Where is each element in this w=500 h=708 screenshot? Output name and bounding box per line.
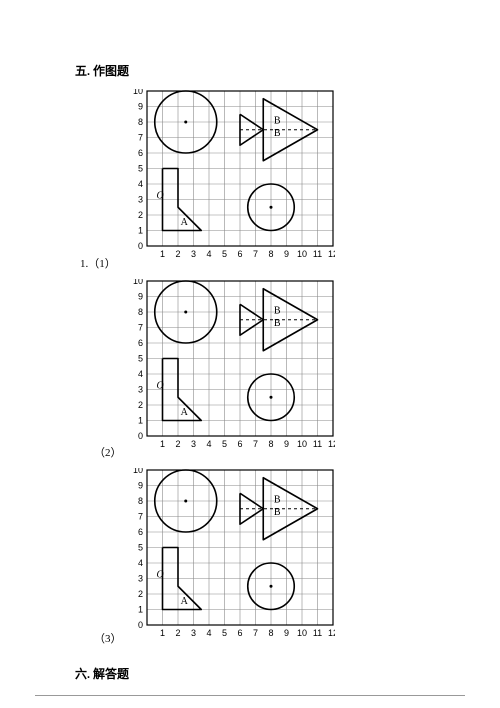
svg-text:0: 0	[138, 620, 143, 630]
svg-text:4: 4	[206, 439, 211, 449]
svg-text:0: 0	[138, 241, 143, 251]
svg-text:3: 3	[138, 385, 143, 395]
svg-text:3: 3	[191, 439, 196, 449]
svg-text:6: 6	[138, 338, 143, 348]
question-3-label: （3）	[94, 630, 122, 646]
svg-text:7: 7	[253, 628, 258, 638]
svg-text:10: 10	[133, 279, 143, 286]
svg-text:8: 8	[138, 496, 143, 506]
question-2-label: （2）	[94, 444, 122, 460]
svg-text:0: 0	[138, 431, 143, 441]
svg-text:B: B	[274, 495, 281, 506]
svg-text:11: 11	[313, 628, 322, 638]
svg-text:B: B	[274, 116, 281, 127]
svg-text:10: 10	[297, 439, 307, 449]
svg-text:10: 10	[133, 89, 143, 96]
svg-text:8: 8	[268, 249, 273, 259]
svg-text:9: 9	[284, 249, 289, 259]
svg-text:4: 4	[138, 558, 143, 568]
svg-text:6: 6	[138, 148, 143, 158]
svg-text:3: 3	[191, 628, 196, 638]
svg-text:7: 7	[138, 323, 143, 333]
svg-text:1: 1	[138, 226, 143, 236]
svg-text:5: 5	[138, 164, 143, 174]
svg-text:B: B	[274, 306, 281, 317]
svg-text:7: 7	[138, 133, 143, 143]
svg-text:7: 7	[138, 512, 143, 522]
svg-text:B: B	[274, 318, 281, 329]
svg-text:O: O	[157, 381, 164, 392]
svg-text:12: 12	[328, 628, 335, 638]
svg-text:5: 5	[222, 439, 227, 449]
svg-text:3: 3	[138, 195, 143, 205]
section-6-heading: 六. 解答题	[75, 665, 129, 682]
svg-text:9: 9	[138, 481, 143, 491]
svg-text:1: 1	[138, 605, 143, 615]
svg-text:3: 3	[191, 249, 196, 259]
svg-text:10: 10	[133, 468, 143, 475]
section-5-heading: 五. 作图题	[75, 62, 129, 79]
svg-text:1: 1	[160, 249, 165, 259]
figure-3: 012345678910123456789101112BBOA	[125, 468, 335, 646]
svg-text:11: 11	[313, 249, 322, 259]
figure-1: 012345678910123456789101112BBOA	[125, 89, 335, 267]
svg-text:4: 4	[206, 628, 211, 638]
svg-text:1: 1	[138, 416, 143, 426]
svg-text:A: A	[181, 407, 189, 418]
svg-text:9: 9	[138, 292, 143, 302]
svg-text:8: 8	[138, 307, 143, 317]
svg-text:6: 6	[138, 527, 143, 537]
svg-text:5: 5	[222, 628, 227, 638]
svg-text:B: B	[274, 128, 281, 139]
svg-text:4: 4	[138, 369, 143, 379]
svg-text:9: 9	[138, 102, 143, 112]
svg-text:O: O	[157, 191, 164, 202]
svg-text:4: 4	[138, 179, 143, 189]
svg-text:1: 1	[160, 439, 165, 449]
svg-text:11: 11	[313, 439, 322, 449]
svg-text:10: 10	[297, 249, 307, 259]
svg-text:O: O	[157, 570, 164, 581]
question-1-label: 1.（1）	[80, 255, 116, 271]
svg-text:2: 2	[175, 628, 180, 638]
svg-text:2: 2	[138, 400, 143, 410]
svg-text:6: 6	[237, 628, 242, 638]
svg-text:6: 6	[237, 439, 242, 449]
svg-text:9: 9	[284, 628, 289, 638]
svg-text:9: 9	[284, 439, 289, 449]
page: 五. 作图题 1.（1） 012345678910123456789101112…	[0, 0, 500, 708]
svg-text:B: B	[274, 507, 281, 518]
svg-text:2: 2	[138, 210, 143, 220]
svg-text:8: 8	[268, 628, 273, 638]
svg-text:4: 4	[206, 249, 211, 259]
svg-text:A: A	[181, 596, 189, 607]
svg-text:2: 2	[175, 249, 180, 259]
svg-text:8: 8	[138, 117, 143, 127]
svg-text:8: 8	[268, 439, 273, 449]
svg-text:6: 6	[237, 249, 242, 259]
svg-text:5: 5	[222, 249, 227, 259]
svg-text:1: 1	[160, 628, 165, 638]
svg-text:2: 2	[175, 439, 180, 449]
svg-text:5: 5	[138, 543, 143, 553]
svg-text:10: 10	[297, 628, 307, 638]
svg-text:3: 3	[138, 574, 143, 584]
svg-text:12: 12	[328, 249, 335, 259]
svg-text:12: 12	[328, 439, 335, 449]
svg-text:A: A	[181, 217, 189, 228]
svg-text:7: 7	[253, 439, 258, 449]
page-footer-line	[35, 695, 465, 696]
figure-2: 012345678910123456789101112BBOA	[125, 279, 335, 457]
svg-text:7: 7	[253, 249, 258, 259]
svg-text:5: 5	[138, 354, 143, 364]
svg-text:2: 2	[138, 589, 143, 599]
